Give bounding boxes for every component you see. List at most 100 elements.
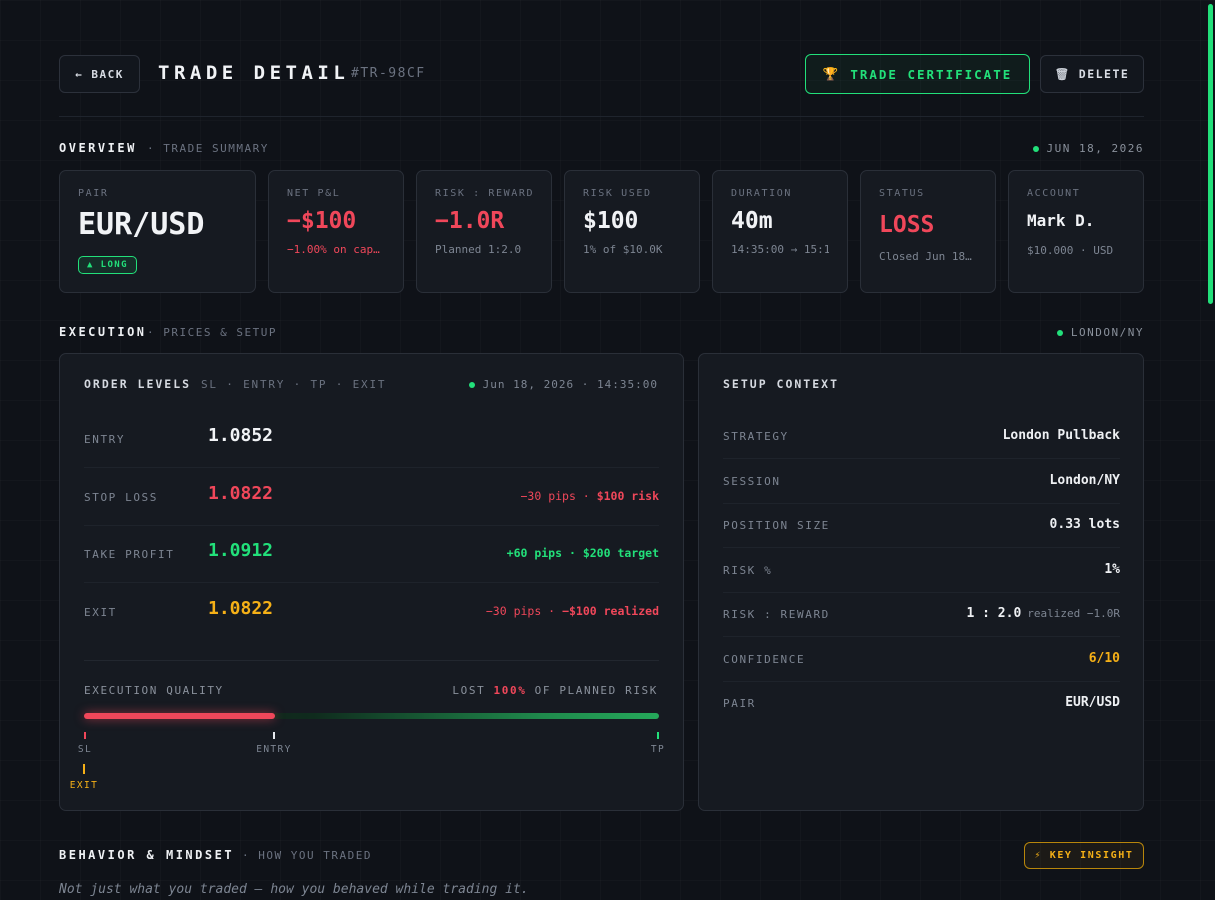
trash-icon: 🗑: [1054, 67, 1071, 81]
status-label: STATUS: [879, 188, 925, 199]
status-dot-icon: [1032, 145, 1039, 152]
context-value: London Pullback: [1002, 428, 1120, 443]
trophy-icon: 🏆: [822, 66, 841, 81]
execution-session-text: LONDON/NY: [1070, 326, 1144, 339]
duration-card: DURATION 40m 14:35:00 → 15:15:00: [712, 170, 848, 293]
level-note: −30 pips · −$100 realized: [486, 604, 659, 618]
behavior-tagline: Not just what you traded — how you behav…: [59, 882, 529, 897]
level-value: 1.0912: [208, 540, 274, 561]
level-value: 1.0852: [208, 425, 274, 446]
risk-used-value: $100: [583, 208, 639, 234]
level-label: EXIT: [84, 606, 117, 619]
context-row-pair: PAIR EUR/USD: [723, 681, 1120, 726]
status-value: LOSS: [879, 212, 935, 238]
context-row-session: SESSION London/NY: [723, 459, 1120, 504]
trade-id: #TR-98CF: [351, 66, 426, 81]
overview-subtitle: · TRADE SUMMARY: [147, 142, 269, 155]
duration-value: 40m: [731, 208, 773, 234]
quality-suffix: OF PLANNED RISK: [534, 684, 658, 697]
order-levels-subtitle: SL · ENTRY · TP · EXIT: [201, 378, 387, 391]
risk-used-label: RISK USED: [583, 188, 652, 199]
order-timestamp: Jun 18, 2026 · 14:35:00: [468, 378, 658, 391]
status-sub: Closed Jun 18, 2026: [879, 250, 977, 263]
net-pnl-value: −$100: [287, 208, 357, 234]
context-label: CONFIDENCE: [723, 653, 806, 666]
context-value: 6/10: [1088, 651, 1120, 666]
level-note-amount: $100 risk: [596, 489, 659, 503]
execution-session: LONDON/NY: [1056, 326, 1144, 339]
delete-button[interactable]: 🗑 DELETE: [1040, 55, 1144, 93]
account-card: ACCOUNT Mark D. $10.000 · USD: [1008, 170, 1144, 293]
sl-marker-label: SL: [77, 744, 93, 755]
status-card: STATUS LOSS Closed Jun 18, 2026: [860, 170, 996, 293]
level-note-pips: +60 pips ·: [506, 546, 576, 560]
context-label: SESSION: [723, 475, 781, 488]
context-value: EUR/USD: [1065, 695, 1120, 710]
pair-card: PAIR EUR/USD ▲ LONG: [59, 170, 256, 293]
execution-title: EXECUTION: [59, 325, 147, 339]
overview-date-text: JUN 18, 2026: [1046, 142, 1144, 155]
risk-reward-sub: Planned 1:2.0: [435, 243, 522, 256]
level-value: 1.0822: [208, 483, 274, 504]
sl-tick: [84, 732, 86, 739]
account-label: ACCOUNT: [1027, 188, 1081, 199]
trade-certificate-button[interactable]: 🏆 TRADE CERTIFICATE: [805, 54, 1030, 94]
risk-reward-value: −1.0R: [435, 208, 505, 234]
execution-section-header: EXECUTION · PRICES & SETUP LONDON/NY: [59, 325, 1144, 341]
risk-reward-card: RISK : REWARD −1.0R Planned 1:2.0: [416, 170, 552, 293]
behavior-section-header: BEHAVIOR & MINDSET · HOW YOU TRADED ⚡ KE…: [59, 842, 1144, 869]
context-row-strategy: STRATEGY London Pullback: [723, 414, 1120, 459]
page-title: TRADE DETAIL: [158, 62, 350, 84]
execution-quality-summary: LOST 100% OF PLANNED RISK: [452, 684, 658, 697]
context-label: RISK : REWARD: [723, 608, 830, 621]
level-value: 1.0822: [208, 598, 274, 619]
risk-reward-label: RISK : REWARD: [435, 188, 535, 199]
level-note-amount: −$100 realized: [562, 604, 659, 618]
level-row-exit: EXIT 1.0822 −30 pips · −$100 realized: [84, 583, 659, 641]
level-row-entry: ENTRY 1.0852: [84, 410, 659, 468]
back-button[interactable]: ← BACK: [59, 55, 140, 93]
execution-quality-fill: [84, 713, 276, 719]
key-insight-button[interactable]: ⚡ KEY INSIGHT: [1024, 842, 1144, 869]
net-pnl-label: NET P&L: [287, 188, 341, 199]
account-value: Mark D.: [1027, 211, 1095, 230]
exit-marker-label: EXIT: [69, 780, 99, 791]
quality-divider: [84, 660, 659, 661]
tp-marker-label: TP: [650, 744, 666, 755]
context-label: RISK %: [723, 564, 773, 577]
pair-value: EUR/USD: [78, 207, 205, 242]
overview-date: JUN 18, 2026: [1032, 142, 1144, 155]
execution-subtitle: · PRICES & SETUP: [147, 326, 277, 339]
level-note-pips: −30 pips ·: [520, 489, 590, 503]
net-pnl-card: NET P&L −$100 −1.00% on capital: [268, 170, 404, 293]
account-sub: $10.000 · USD: [1027, 244, 1114, 257]
delete-label: DELETE: [1078, 67, 1130, 81]
level-label: STOP LOSS: [84, 491, 159, 504]
overview-section-header: OVERVIEW · TRADE SUMMARY JUN 18, 2026: [59, 141, 1144, 157]
overview-title: OVERVIEW: [59, 141, 137, 155]
context-label: STRATEGY: [723, 430, 789, 443]
execution-quality-bar: [84, 713, 659, 719]
page-scrollbar[interactable]: [1208, 4, 1213, 304]
net-pnl-sub: −1.00% on capital: [287, 243, 385, 256]
level-label: ENTRY: [84, 433, 126, 446]
quality-percent: 100%: [493, 684, 527, 697]
context-value-extra: realized −1.0R: [1027, 607, 1120, 620]
context-value-main: 1 : 2.0: [966, 606, 1022, 621]
context-value: 1 : 2.0 realized −1.0R: [966, 606, 1120, 621]
context-row-risk-percent: RISK % 1%: [723, 548, 1120, 593]
context-row-risk-reward: RISK : REWARD 1 : 2.0 realized −1.0R: [723, 592, 1120, 637]
risk-used-card: RISK USED $100 1% of $10.0K: [564, 170, 700, 293]
timestamp-dot-icon: [468, 381, 475, 388]
order-levels-panel: ORDER LEVELS SL · ENTRY · TP · EXIT Jun …: [59, 353, 684, 811]
trade-certificate-label: TRADE CERTIFICATE: [850, 66, 1013, 82]
context-row-confidence: CONFIDENCE 6/10: [723, 637, 1120, 682]
header-divider: [59, 116, 1144, 117]
order-levels-title: ORDER LEVELS: [84, 377, 192, 391]
level-row-take-profit: TAKE PROFIT 1.0912 +60 pips · $200 targe…: [84, 525, 659, 583]
quality-prefix: LOST: [452, 684, 486, 697]
pair-label: PAIR: [78, 188, 109, 199]
context-label: PAIR: [723, 697, 756, 710]
session-dot-icon: [1056, 329, 1063, 336]
context-label: POSITION SIZE: [723, 519, 830, 532]
